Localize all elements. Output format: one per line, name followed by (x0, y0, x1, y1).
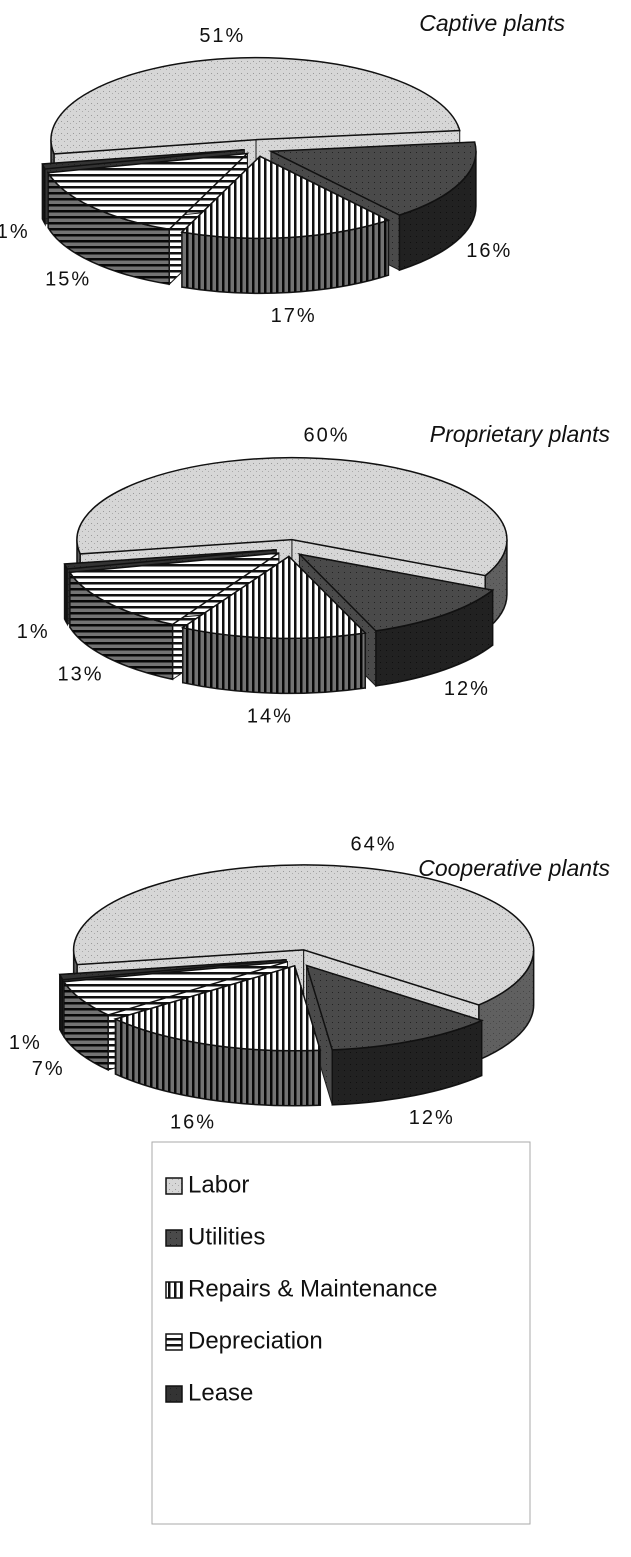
slice-top (41, 148, 245, 170)
legend-label: Utilities (188, 1223, 265, 1250)
value-label: 51% (199, 25, 245, 47)
slice (46, 152, 250, 286)
slice-top (50, 56, 461, 155)
value-label: 60% (303, 425, 349, 447)
legend-swatch (165, 1333, 183, 1351)
value-label: 17% (271, 305, 317, 327)
value-label: 13% (58, 663, 104, 685)
legend-label: Depreciation (188, 1327, 323, 1354)
legend-swatch (165, 1385, 183, 1403)
legend-box (151, 1141, 531, 1525)
value-label: 15% (45, 269, 91, 291)
chart-title: Proprietary plants (430, 421, 611, 447)
legend-swatch (165, 1229, 183, 1247)
value-label: 7% (32, 1058, 65, 1080)
slice (305, 964, 484, 1106)
legend-label: Repairs & Maintenance (188, 1275, 437, 1302)
slice-top (68, 552, 280, 626)
chart-title: Cooperative plants (418, 855, 610, 881)
slice-top (63, 548, 277, 570)
slice (180, 555, 367, 695)
legend-swatch (165, 1177, 183, 1195)
value-label: 16% (466, 240, 512, 262)
value-label: 1% (0, 221, 30, 243)
slice (180, 155, 391, 295)
value-label: 1% (17, 621, 50, 643)
slice-top (180, 555, 367, 640)
chart-title: Captive plants (419, 10, 565, 36)
legend-swatch (165, 1281, 183, 1299)
legend-label: Labor (188, 1171, 249, 1198)
value-label: 64% (351, 834, 397, 856)
value-label: 16% (170, 1111, 216, 1133)
slice (113, 964, 322, 1107)
value-label: 12% (444, 678, 490, 700)
value-label: 1% (9, 1032, 42, 1054)
value-label: 14% (247, 706, 293, 728)
slice-top (180, 155, 391, 240)
slice-top (58, 958, 287, 981)
slice-top (72, 864, 535, 1006)
slice-top (76, 456, 508, 577)
value-label: 12% (409, 1107, 455, 1129)
slice-top (297, 553, 495, 632)
legend-label: Lease (188, 1379, 253, 1406)
slice-top (62, 960, 288, 1016)
slice-top (46, 152, 250, 231)
slice-top (268, 141, 477, 216)
slice-top (305, 964, 484, 1051)
slice-top (113, 964, 322, 1052)
